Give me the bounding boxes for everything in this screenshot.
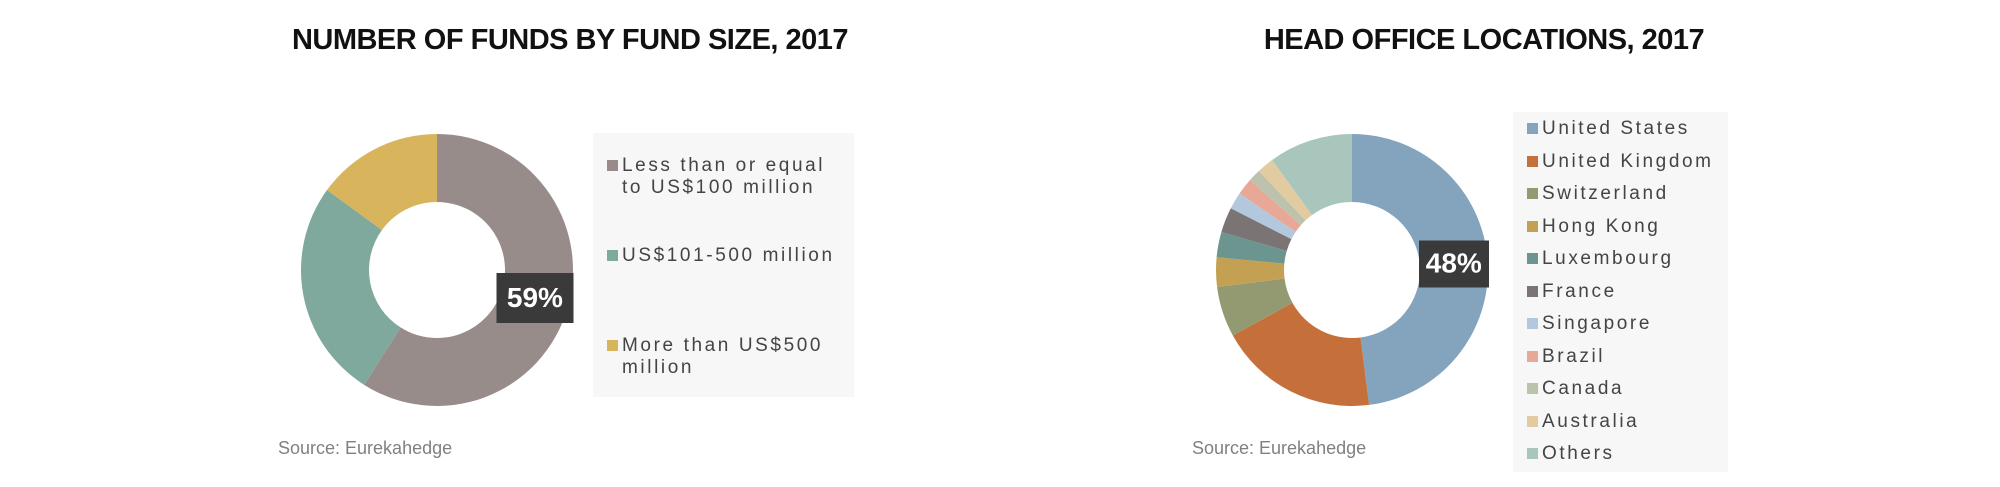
legend-item: United Kingdom xyxy=(1527,151,1714,173)
legend-item: More than US$500 million xyxy=(607,335,840,379)
legend-swatch xyxy=(1527,123,1538,134)
donut-slice xyxy=(301,190,401,385)
legend-swatch xyxy=(1527,155,1538,167)
legend-item: US$101-500 million xyxy=(607,245,840,267)
legend-item: France xyxy=(1527,281,1714,303)
legend-item: United States xyxy=(1527,118,1714,140)
legend-item: Brazil xyxy=(1527,346,1714,368)
legend-item: Singapore xyxy=(1527,313,1714,335)
legend-label: Less than or equal to US$100 million xyxy=(622,155,826,198)
chart-title: NUMBER OF FUNDS BY FUND SIZE, 2017 xyxy=(291,24,849,56)
donut-slice xyxy=(1232,302,1370,406)
legend-swatch xyxy=(1527,253,1538,264)
legend-label: France xyxy=(1542,280,1617,302)
donut-slice xyxy=(326,134,437,231)
donut-slice xyxy=(1258,159,1313,221)
legend-swatch xyxy=(1527,318,1538,329)
legend-swatch xyxy=(1527,383,1538,394)
chart-title: HEAD OFFICE LOCATIONS, 2017 xyxy=(1263,24,1705,56)
value-label: 59% xyxy=(496,273,574,324)
source-note: Source: Eurekahedge xyxy=(278,438,453,458)
legend-label: Switzerland xyxy=(1542,183,1669,204)
value-label: 48% xyxy=(1418,240,1489,288)
legend-item: Luxembourg xyxy=(1527,248,1714,270)
legend-item: Canada xyxy=(1527,378,1714,400)
legend-swatch xyxy=(1527,448,1538,459)
legend-label: United States xyxy=(1542,118,1690,139)
legend-item: Less than or equal to US$100 million xyxy=(607,155,840,199)
donut-slice xyxy=(1272,134,1352,215)
legend-item: Hong Kong xyxy=(1527,216,1714,238)
source-note: Source: Eurekahedge xyxy=(1192,438,1367,458)
legend-swatch xyxy=(607,160,618,171)
legend-label: US$101-500 million xyxy=(622,245,835,266)
donut-slice xyxy=(1230,193,1296,240)
donut-slice xyxy=(364,134,574,406)
donut-slice xyxy=(1249,170,1306,226)
donut-slice xyxy=(1217,278,1293,336)
donut-slice xyxy=(1221,208,1292,252)
legend-label: Singapore xyxy=(1542,313,1653,334)
legend-item: Others xyxy=(1527,443,1714,465)
legend-label: Hong Kong xyxy=(1542,215,1661,237)
legend: Less than or equal to US$100 million US$1… xyxy=(593,133,854,397)
legend-label: Luxembourg xyxy=(1542,248,1674,269)
legend-swatch xyxy=(607,340,618,351)
legend-swatch xyxy=(1527,350,1538,362)
legend-item: Australia xyxy=(1527,411,1714,433)
legend-label: More than US$500 million xyxy=(622,335,824,378)
legend: United States United Kingdom Switzerland Ho… xyxy=(1513,112,1728,472)
legend-swatch xyxy=(1527,415,1538,427)
legend-swatch xyxy=(607,250,618,261)
legend-label: Brazil xyxy=(1542,345,1606,367)
legend-swatch xyxy=(1527,220,1538,232)
legend-label: United Kingdom xyxy=(1542,150,1714,172)
donut-slice xyxy=(1239,180,1301,232)
legend-label: Australia xyxy=(1542,410,1640,432)
legend-swatch xyxy=(1527,188,1538,199)
legend-swatch xyxy=(1527,285,1538,297)
donut-slice xyxy=(1216,257,1285,288)
legend-label: Others xyxy=(1542,443,1615,464)
legend-item: Switzerland xyxy=(1527,183,1714,205)
legend-label: Canada xyxy=(1542,378,1625,399)
donut-slice xyxy=(1216,232,1287,264)
